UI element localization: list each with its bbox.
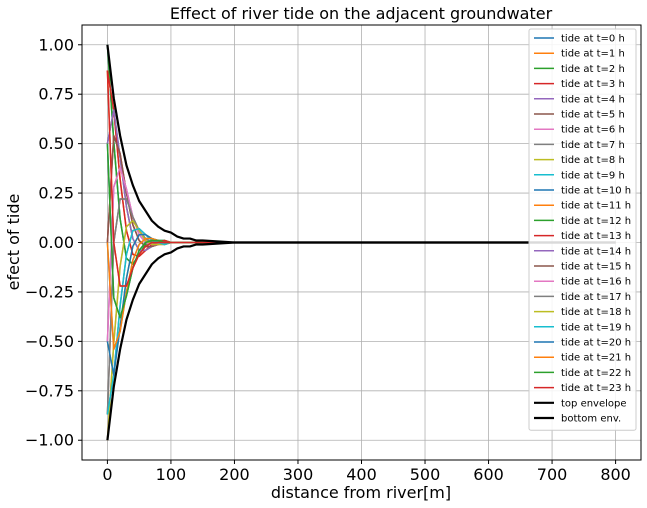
legend-label: tide at t=10 h xyxy=(561,186,631,197)
y-tick-label: −1.00 xyxy=(25,431,74,450)
legend-label: tide at t=1 h xyxy=(561,49,625,60)
x-tick-label: 100 xyxy=(156,465,187,484)
y-tick-label: −0.25 xyxy=(25,282,74,301)
legend-label: tide at t=11 h xyxy=(561,201,631,212)
y-tick-label: 0.75 xyxy=(38,85,74,104)
legend-label: tide at t=0 h xyxy=(561,34,625,45)
y-tick-label: 0.50 xyxy=(38,134,74,153)
chart-title: Effect of river tide on the adjacent gro… xyxy=(170,4,553,23)
legend-label: tide at t=2 h xyxy=(561,64,625,75)
legend-label: tide at t=6 h xyxy=(561,125,625,136)
legend-label: tide at t=7 h xyxy=(561,140,625,151)
legend-label: tide at t=15 h xyxy=(561,262,631,273)
legend-box xyxy=(528,28,637,431)
series-line-25 xyxy=(106,241,616,441)
x-tick-label: 800 xyxy=(600,465,631,484)
y-tick-label: 0.25 xyxy=(38,184,74,203)
legend-label: tide at t=19 h xyxy=(561,322,631,333)
y-tick-label: −0.50 xyxy=(25,332,74,351)
series-layer xyxy=(106,44,616,441)
y-tick-label: 0.00 xyxy=(38,233,74,252)
legend-label: tide at t=13 h xyxy=(561,231,631,242)
x-tick-label: 600 xyxy=(473,465,504,484)
legend-label: bottom env. xyxy=(561,414,621,425)
x-tick-label: 400 xyxy=(346,465,377,484)
x-tick-label: 700 xyxy=(537,465,568,484)
x-axis-title: distance from river[m] xyxy=(271,483,451,502)
legend-label: tide at t=14 h xyxy=(561,246,631,257)
legend-label: tide at t=3 h xyxy=(561,79,625,90)
legend-label: tide at t=23 h xyxy=(561,383,631,394)
legend-label: tide at t=5 h xyxy=(561,110,625,121)
x-tick-label: 500 xyxy=(410,465,441,484)
legend-label: tide at t=20 h xyxy=(561,338,631,349)
legend-label: tide at t=22 h xyxy=(561,368,631,379)
legend-label: tide at t=8 h xyxy=(561,155,625,166)
legend-label: tide at t=12 h xyxy=(561,216,631,227)
y-tick-label: 1.00 xyxy=(38,35,74,54)
legend-label: tide at t=18 h xyxy=(561,307,631,318)
ticks: 0 100 200 300 400 500 600 700 800 −1.00 −0.75 −0.50… xyxy=(25,35,631,484)
x-tick-label: 200 xyxy=(219,465,250,484)
y-axis-title: efect of tide xyxy=(4,194,23,291)
legend-label: top envelope xyxy=(561,398,627,409)
legend-label: tide at t=9 h xyxy=(561,170,625,181)
y-tick-label: −0.75 xyxy=(25,381,74,400)
legend-label: tide at t=16 h xyxy=(561,277,631,288)
legend: tide at t=0 h tide at t=1 h tide at t=2 h t… xyxy=(528,28,637,431)
x-tick-label: 300 xyxy=(283,465,314,484)
x-tick-label: 0 xyxy=(102,465,112,484)
legend-label: tide at t=21 h xyxy=(561,353,631,364)
legend-label: tide at t=17 h xyxy=(561,292,631,303)
legend-label: tide at t=4 h xyxy=(561,94,625,105)
